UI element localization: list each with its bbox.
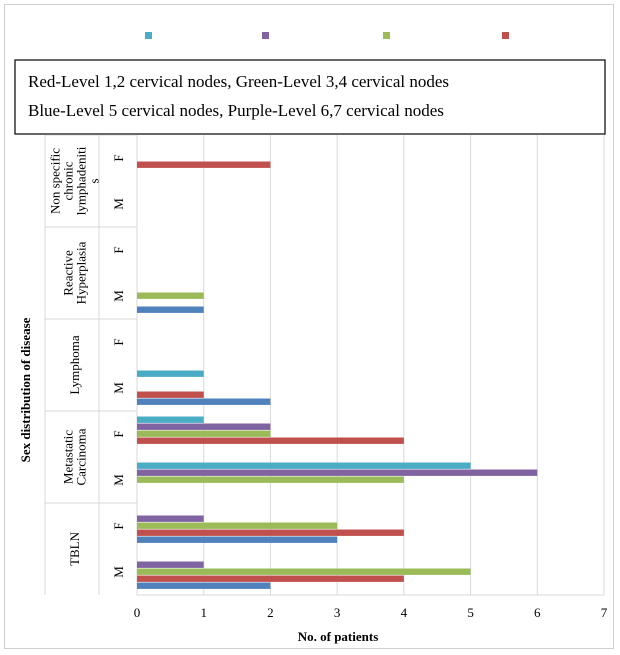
sex-label: M bbox=[111, 198, 126, 210]
bar bbox=[137, 476, 404, 483]
bar bbox=[137, 306, 204, 313]
group-label: Hyperplasia bbox=[74, 241, 89, 304]
bar-chart: Red-Level 1,2 cervical nodes, Green-Leve… bbox=[14, 32, 608, 644]
sex-label: F bbox=[111, 430, 126, 437]
chart-frame: Red-Level 1,2 cervical nodes, Green-Leve… bbox=[4, 4, 614, 649]
x-tick-label: 5 bbox=[467, 605, 474, 620]
bar bbox=[137, 515, 204, 522]
sex-label: M bbox=[111, 566, 126, 578]
bar bbox=[137, 292, 204, 299]
group-label: s bbox=[87, 178, 102, 183]
x-axis-title: No. of patients bbox=[298, 629, 379, 644]
bar bbox=[137, 416, 204, 423]
x-tick-label: 1 bbox=[200, 605, 207, 620]
x-tick-labels: 0 1 2 3 4 5 6 7 bbox=[134, 605, 608, 620]
sex-label: F bbox=[111, 338, 126, 345]
legend-swatches bbox=[145, 32, 509, 39]
bar bbox=[137, 536, 338, 543]
legend-line-1: Red-Level 1,2 cervical nodes, Green-Leve… bbox=[28, 72, 449, 91]
bar bbox=[137, 462, 471, 469]
bar bbox=[137, 430, 271, 437]
group-label: lymphadeniti bbox=[74, 146, 89, 215]
sex-label: M bbox=[111, 290, 126, 302]
group-label: Non specific bbox=[48, 148, 63, 214]
bar bbox=[137, 437, 404, 444]
group-label: Metastatic bbox=[61, 430, 76, 484]
x-tick-label: 0 bbox=[134, 605, 141, 620]
bar bbox=[137, 529, 404, 536]
bar bbox=[137, 575, 404, 582]
bar bbox=[137, 522, 338, 529]
legend-swatch bbox=[502, 32, 509, 39]
bar bbox=[137, 582, 271, 589]
x-tick-label: 2 bbox=[267, 605, 274, 620]
bar bbox=[137, 568, 471, 575]
legend-box bbox=[14, 59, 606, 135]
group-label: TBLN bbox=[67, 531, 82, 566]
legend-line-2: Blue-Level 5 cervical nodes, Purple-Leve… bbox=[28, 101, 444, 120]
bar bbox=[137, 161, 271, 168]
x-tick-label: 7 bbox=[601, 605, 608, 620]
group-label: Reactive bbox=[61, 250, 76, 296]
group-label: chronic bbox=[61, 161, 76, 200]
bar bbox=[137, 398, 271, 405]
sex-label: M bbox=[111, 382, 126, 394]
y-axis-title: Sex distribution of disease bbox=[18, 317, 33, 462]
group-label: Lymphoma bbox=[67, 335, 82, 394]
sex-label: F bbox=[111, 246, 126, 253]
x-tick-label: 3 bbox=[334, 605, 341, 620]
sex-label: F bbox=[111, 522, 126, 529]
x-tick-label: 4 bbox=[401, 605, 408, 620]
legend-swatch bbox=[145, 32, 152, 39]
bar bbox=[137, 423, 271, 430]
bar bbox=[137, 370, 204, 377]
legend-swatch bbox=[383, 32, 390, 39]
group-label: Carcinoma bbox=[74, 428, 89, 485]
x-tick-label: 6 bbox=[534, 605, 541, 620]
sex-label: M bbox=[111, 474, 126, 486]
bar bbox=[137, 561, 204, 568]
bars bbox=[137, 161, 538, 589]
bar bbox=[137, 391, 204, 398]
sex-label: F bbox=[111, 154, 126, 161]
legend-swatch bbox=[262, 32, 269, 39]
bar bbox=[137, 469, 538, 476]
